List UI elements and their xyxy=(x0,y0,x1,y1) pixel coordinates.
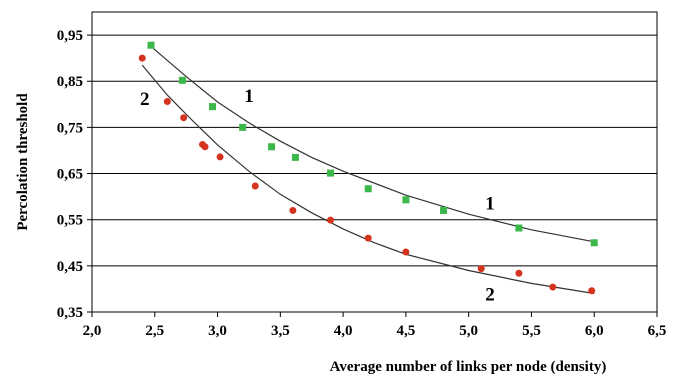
gridlines xyxy=(92,34,657,267)
y-tick-labels: 0,35 0,45 0,55 0,65 0,75 0,85 0,95 xyxy=(57,28,92,321)
data-point-series-1 xyxy=(327,169,335,177)
data-point-series-2 xyxy=(180,114,188,122)
curve-label-1: 1 xyxy=(244,86,254,107)
data-markers xyxy=(138,41,598,295)
x-tick-label: 4,5 xyxy=(397,323,416,339)
data-point-series-2 xyxy=(477,265,485,273)
x-tick-label: 3,0 xyxy=(208,323,227,339)
data-point-series-1 xyxy=(364,185,372,193)
x-tick-label: 2,0 xyxy=(83,323,102,339)
fit-curves xyxy=(141,43,595,295)
data-point-series-1 xyxy=(147,41,155,49)
y-axis-label: Percolation threshold xyxy=(15,93,31,231)
data-point-series-2 xyxy=(251,182,259,190)
curve-label-2: 2 xyxy=(140,89,150,110)
data-point-series-1 xyxy=(590,239,598,247)
data-point-series-1 xyxy=(239,123,247,131)
data-point-series-1 xyxy=(515,224,523,232)
data-point-series-2 xyxy=(201,143,209,151)
data-point-series-1 xyxy=(178,76,186,84)
fit-curve-series-2 xyxy=(141,64,595,295)
x-tick-label: 4,0 xyxy=(334,323,353,339)
data-point-series-2 xyxy=(138,54,146,62)
data-point-series-2 xyxy=(327,216,335,224)
x-tick-label: 6,0 xyxy=(585,323,604,339)
data-point-series-2 xyxy=(163,98,171,106)
data-point-series-2 xyxy=(515,269,523,277)
data-point-series-2 xyxy=(364,234,372,242)
y-tick-label: 0,55 xyxy=(57,213,83,229)
fit-curve-series-1 xyxy=(148,43,595,243)
curve-label-2: 2 xyxy=(485,284,495,305)
data-point-series-2 xyxy=(549,283,557,291)
x-tick-label: 3,5 xyxy=(271,323,290,339)
x-tick-label: 5,5 xyxy=(522,323,541,339)
data-point-series-2 xyxy=(289,206,297,214)
x-tick-label: 2,5 xyxy=(145,323,164,339)
x-tick-label: 5,0 xyxy=(459,323,478,339)
data-point-series-1 xyxy=(268,143,276,151)
curve-labels: 1 1 2 2 xyxy=(140,86,495,305)
y-tick-label: 0,35 xyxy=(57,305,83,321)
data-point-series-1 xyxy=(440,206,448,214)
curve-label-1: 1 xyxy=(485,194,495,215)
x-tick-label: 6,5 xyxy=(648,323,667,339)
x-axis-label: Average number of links per node (densit… xyxy=(330,359,607,375)
y-tick-label: 0,85 xyxy=(57,74,83,90)
data-point-series-2 xyxy=(588,287,596,295)
data-point-series-1 xyxy=(209,103,217,111)
x-tick-labels: 2,0 2,5 3,0 3,5 4,0 4,5 5,0 5,5 6,0 6,5 xyxy=(83,312,667,339)
y-tick-label: 0,65 xyxy=(57,167,83,183)
y-tick-label: 0,95 xyxy=(57,28,83,44)
data-point-series-2 xyxy=(402,248,410,256)
plot-frame xyxy=(91,11,658,313)
data-point-series-1 xyxy=(402,196,410,204)
y-tick-label: 0,45 xyxy=(57,259,83,275)
data-point-series-2 xyxy=(216,153,224,161)
data-point-series-1 xyxy=(291,153,299,161)
y-tick-label: 0,75 xyxy=(57,120,83,136)
